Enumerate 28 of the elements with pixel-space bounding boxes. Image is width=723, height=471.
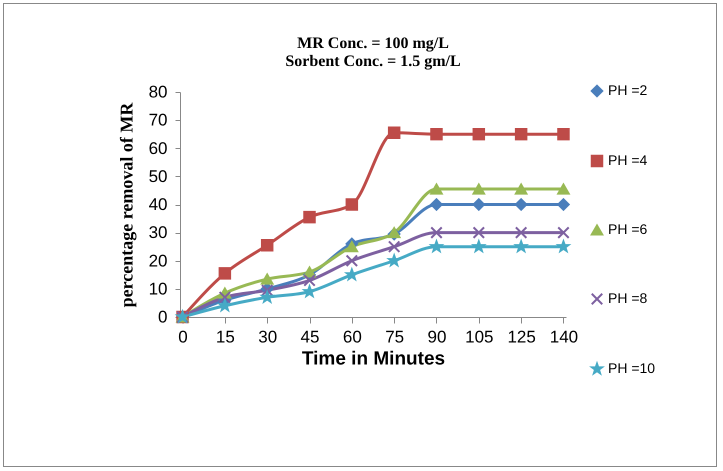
legend-label: PH =8	[608, 290, 648, 306]
y-tick-label: 30	[148, 223, 168, 242]
x-tick-label: 15	[216, 328, 235, 346]
y-tick-label: 40	[148, 195, 168, 214]
x-tick-label: 0	[178, 328, 188, 346]
x-tick-label: 125	[507, 328, 536, 346]
x-tick-label: 105	[465, 328, 494, 346]
x-tick-label: 140	[550, 328, 578, 346]
y-tick-label: 0	[158, 308, 168, 326]
x-tick-label: 75	[385, 328, 404, 346]
y-tick-label: 50	[148, 166, 168, 186]
chart-subtitle: Sorbent Conc. = 1.5 gm/L	[285, 53, 461, 70]
legend-label: PH =2	[608, 82, 648, 98]
x-tick-label: 60	[342, 328, 362, 346]
y-tick-label: 70	[148, 110, 168, 130]
x-tick-label: 45	[300, 328, 320, 346]
y-axis-title: percentage removal of MR	[116, 102, 137, 308]
x-axis-title: Time in Minutes	[302, 348, 446, 370]
y-tick-label: 10	[148, 279, 168, 298]
legend-label: PH =4	[608, 152, 648, 168]
legend-label: PH =10	[608, 360, 656, 376]
x-tick-label: 30	[258, 328, 278, 346]
y-tick-label: 60	[148, 138, 168, 158]
y-tick-label: 80	[148, 82, 168, 102]
chart-title: MR Conc. = 100 mg/L	[297, 35, 449, 52]
y-tick-label: 20	[148, 251, 168, 270]
x-tick-label: 90	[428, 328, 446, 346]
legend-label: PH =6	[608, 221, 648, 237]
